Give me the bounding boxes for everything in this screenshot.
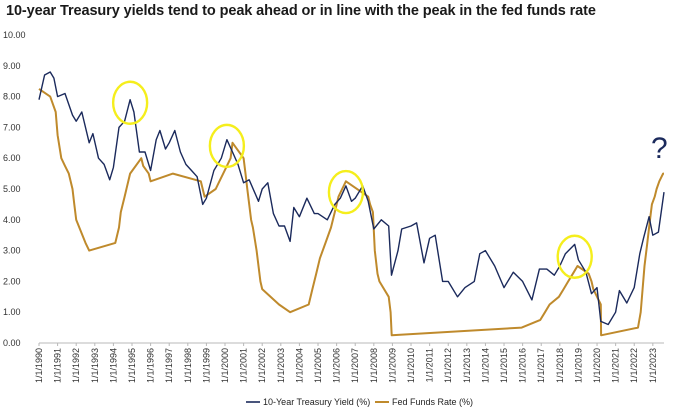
legend: 10-Year Treasury Yield (%) Fed Funds Rate… — [246, 397, 473, 407]
chart-title: 10-year Treasury yields tend to peak ahe… — [6, 3, 596, 19]
legend-label: 10-Year Treasury Yield (%) — [263, 397, 370, 407]
y-tick-label: 7.00 — [3, 122, 21, 132]
y-tick-label: 2.00 — [3, 276, 21, 286]
peak-highlight-circle — [327, 169, 365, 215]
question-mark-annotation: ? — [651, 132, 668, 165]
x-tick-label: 1/1/1995 — [127, 348, 137, 383]
x-tick-label: 1/1/2009 — [387, 348, 397, 383]
x-tick-label: 1/1/2007 — [350, 348, 360, 383]
x-tick-label: 1/1/2003 — [276, 348, 286, 383]
x-tick-label: 1/1/2005 — [313, 348, 323, 383]
y-tick-label: 3.00 — [3, 246, 21, 256]
x-tick-label: 1/1/2019 — [573, 348, 583, 383]
x-tick-label: 1/1/2002 — [257, 348, 267, 383]
x-tick-label: 1/1/1994 — [108, 348, 118, 383]
y-tick-label: 10.00 — [3, 30, 26, 40]
x-tick-label: 1/1/2011 — [425, 348, 435, 382]
x-tick-label: 1/1/2017 — [536, 348, 546, 383]
peak-highlight-circle — [208, 123, 246, 169]
x-tick-label: 1/1/2013 — [462, 348, 472, 383]
x-tick-label: 1/1/2016 — [518, 348, 528, 383]
x-tick-label: 1/1/2023 — [648, 348, 658, 383]
y-tick-label: 6.00 — [3, 153, 21, 163]
y-tick-label: 8.00 — [3, 92, 21, 102]
y-tick-label: 0.00 — [3, 338, 21, 348]
x-tick-label: 1/1/1990 — [34, 348, 44, 383]
x-tick-label: 1/1/2014 — [480, 348, 490, 383]
peak-highlight-circle — [111, 80, 149, 125]
x-tick-label: 1/1/2001 — [239, 348, 249, 383]
x-tick-label: 1/1/2021 — [611, 348, 621, 383]
fed-funds-line — [38, 88, 665, 337]
y-axis: 0.00 1.00 2.00 3.00 4.00 5.00 6.00 7.00 8.00 9.00… — [3, 30, 26, 348]
x-tick-label: 1/1/2000 — [220, 348, 230, 383]
x-tick-label: 1/1/2022 — [629, 348, 639, 383]
y-tick-label: 1.00 — [3, 307, 21, 317]
x-tick-label: 1/1/1993 — [90, 348, 100, 383]
peak-highlight-circle — [556, 234, 593, 279]
series-lines — [38, 71, 665, 337]
x-tick-label: 1/1/2006 — [332, 348, 342, 383]
annotations: ? — [111, 80, 668, 279]
treasury-yield-line — [38, 71, 665, 326]
x-tick-label: 1/1/2008 — [369, 348, 379, 383]
x-tick-label: 1/1/1991 — [53, 348, 63, 383]
x-tick-label: 1/1/2015 — [499, 348, 509, 383]
x-tick-label: 1/1/2010 — [406, 348, 416, 383]
x-tick-label: 1/1/2020 — [592, 348, 602, 383]
x-tick-label: 1/1/2004 — [294, 348, 304, 383]
x-tick-label: 1/1/1996 — [146, 348, 156, 383]
y-tick-label: 5.00 — [3, 184, 21, 194]
x-tick-label: 1/1/1999 — [201, 348, 211, 383]
legend-label: Fed Funds Rate (%) — [392, 397, 473, 407]
x-tick-label: 1/1/1992 — [71, 348, 81, 383]
x-tick-label: 1/1/2018 — [555, 348, 565, 383]
x-tick-label: 1/1/1998 — [183, 348, 193, 383]
y-tick-label: 9.00 — [3, 61, 21, 71]
x-axis: 1/1/1990 1/1/1991 1/1/1992 1/1/1993 1/1/1994… — [34, 342, 664, 383]
y-tick-label: 4.00 — [3, 215, 21, 225]
x-tick-label: 1/1/1997 — [164, 348, 174, 383]
x-tick-label: 1/1/2012 — [443, 348, 453, 383]
